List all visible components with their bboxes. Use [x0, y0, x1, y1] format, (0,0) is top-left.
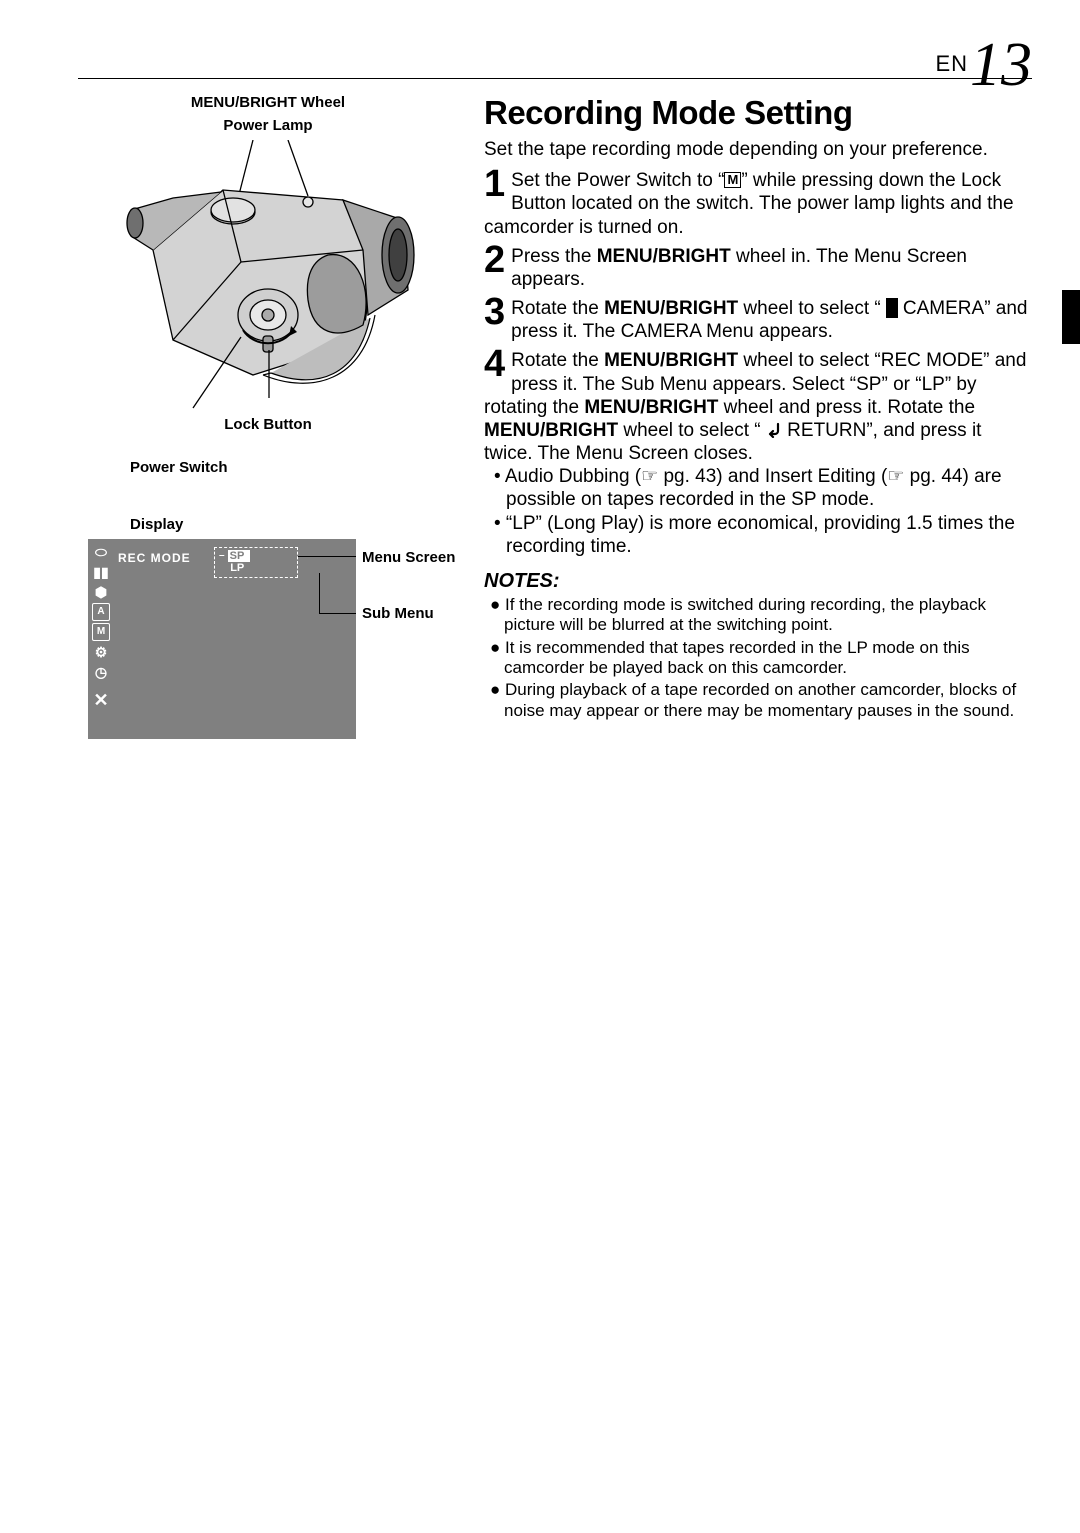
icon-a: A	[92, 603, 110, 621]
bullet-2: • “LP” (Long Play) is more economical, p…	[484, 512, 1032, 558]
camera-box-icon	[886, 298, 898, 318]
lang-code: EN	[935, 51, 968, 76]
page-number: 13	[970, 31, 1032, 99]
label-sub-menu: Sub Menu	[362, 605, 434, 622]
m-icon: M	[724, 172, 741, 188]
left-column: MENU/BRIGHT Wheel Power Lamp	[78, 94, 458, 739]
label-power-lamp: Power Lamp	[78, 117, 458, 134]
icon-m: M	[92, 623, 110, 641]
sub-menu-box: – SP – LP	[214, 547, 298, 578]
step4-text-c: wheel and press it. Rotate the	[718, 397, 975, 418]
step3-text-b: wheel to select “	[738, 298, 886, 319]
icon-x: ✕	[92, 691, 110, 709]
bullet-1: • Audio Dubbing (☞ pg. 43) and Insert Ed…	[484, 465, 1032, 511]
camcorder-illustration	[113, 140, 423, 410]
step4-text-a: Rotate the	[511, 350, 604, 371]
icon-clock: ◷	[92, 663, 110, 681]
notes-heading: NOTES:	[484, 570, 1032, 593]
note-2: ● It is recommended that tapes recorded …	[484, 638, 1032, 679]
rec-mode-label: REC MODE	[118, 551, 191, 565]
return-icon	[766, 422, 782, 438]
step3-text-a: Rotate the	[511, 298, 604, 319]
option-lp: LP	[228, 562, 246, 574]
note-1: ● If the recording mode is switched duri…	[484, 595, 1032, 636]
label-power-switch: Power Switch	[130, 459, 458, 476]
icon-camera: ▮▮	[92, 563, 110, 581]
icon-manual: ⬢	[92, 583, 110, 601]
step-2: 2 Press the MENU/BRIGHT wheel in. The Me…	[484, 245, 1032, 291]
step2-text-a: Press the	[511, 246, 597, 267]
icon-system: ⚙	[92, 643, 110, 661]
menu-screen-display: ⬭ ▮▮ ⬢ A M ⚙ ◷ ✕ REC MODE – SP – LP	[88, 539, 356, 739]
step4-text-d: wheel to select “	[618, 420, 766, 441]
page-header: EN13	[935, 30, 1032, 101]
step-number-2: 2	[484, 241, 505, 279]
step4-bold1: MENU/BRIGHT	[604, 350, 738, 371]
icon-link: ⬭	[92, 543, 110, 561]
note-3: ● During playback of a tape recorded on …	[484, 680, 1032, 721]
intro-text: Set the tape recording mode depending on…	[484, 138, 1032, 161]
step-3: 3 Rotate the MENU/BRIGHT wheel to select…	[484, 297, 1032, 343]
right-column: Recording Mode Setting Set the tape reco…	[484, 94, 1032, 739]
step3-bold: MENU/BRIGHT	[604, 298, 738, 319]
step-4: 4 Rotate the MENU/BRIGHT wheel to select…	[484, 349, 1032, 465]
tab-marker	[1062, 290, 1080, 344]
step4-bold2: MENU/BRIGHT	[584, 397, 718, 418]
label-menu-screen: Menu Screen	[362, 549, 455, 566]
step-number-3: 3	[484, 293, 505, 331]
top-rule	[78, 78, 1032, 79]
step2-bold: MENU/BRIGHT	[597, 246, 731, 267]
manual-page: EN13 MENU/BRIGHT Wheel Power Lamp	[0, 0, 1080, 1533]
screen-iconbar: ⬭ ▮▮ ⬢ A M ⚙ ◷ ✕	[92, 543, 112, 709]
option-sp: SP	[228, 550, 250, 562]
step-number-4: 4	[484, 345, 505, 383]
label-display: Display	[130, 516, 458, 533]
step-number-1: 1	[484, 165, 505, 203]
step-1: 1 Set the Power Switch to “M” while pres…	[484, 169, 1032, 239]
label-lock-button: Lock Button	[78, 416, 458, 433]
label-menu-bright: MENU/BRIGHT Wheel	[78, 94, 458, 111]
step1-text-a: Set the Power Switch to “	[511, 170, 724, 191]
step4-bold3: MENU/BRIGHT	[484, 420, 618, 441]
